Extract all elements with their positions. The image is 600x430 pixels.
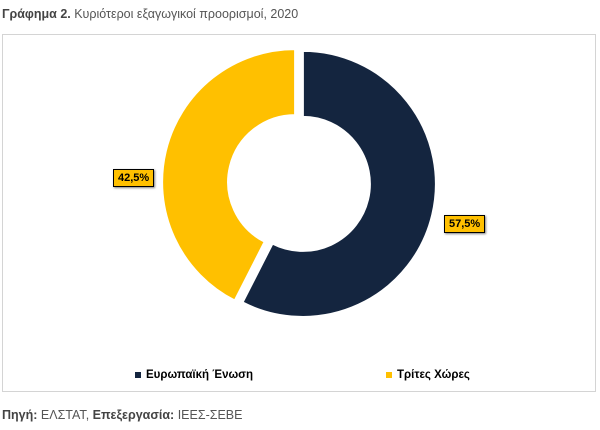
legend-item-eu: Ευρωπαϊκή Ένωση: [135, 369, 253, 381]
source-value: ΕΛΣΤΑΤ,: [37, 408, 93, 422]
data-label-third-countries: 42,5%: [113, 169, 155, 187]
donut-slice-third-countries: [161, 48, 297, 302]
legend-swatch-eu: [135, 372, 141, 378]
chart-legend: Ευρωπαϊκή Ένωση Τρίτες Χώρες: [3, 369, 595, 385]
figure-caption: Γράφημα 2. Κυριότεροι εξαγωγικοί προορισ…: [2, 7, 298, 21]
processing-label: Επεξεργασία:: [92, 408, 175, 422]
legend-label-third-countries: Τρίτες Χώρες: [397, 369, 470, 381]
legend-swatch-third-countries: [386, 372, 392, 378]
source-note: Πηγή: ΕΛΣΤΑΤ, Επεξεργασία: ΙΕΕΣ-ΣΕΒΕ: [2, 408, 242, 422]
processing-value: ΙΕΕΣ-ΣΕΒΕ: [174, 408, 243, 422]
donut-chart: [161, 48, 437, 318]
caption-prefix: Γράφημα 2.: [2, 7, 71, 21]
chart-frame: 57,5% 42,5% Ευρωπαϊκή Ένωση Τρίτες Χώρες: [2, 34, 596, 392]
source-label: Πηγή:: [2, 408, 38, 422]
donut-slice-eu: [241, 49, 437, 318]
data-label-eu: 57,5%: [444, 215, 486, 233]
legend-item-third-countries: Τρίτες Χώρες: [386, 369, 470, 381]
caption-text: Κυριότεροι εξαγωγικοί προορισμοί, 2020: [70, 7, 299, 21]
legend-label-eu: Ευρωπαϊκή Ένωση: [146, 369, 254, 381]
